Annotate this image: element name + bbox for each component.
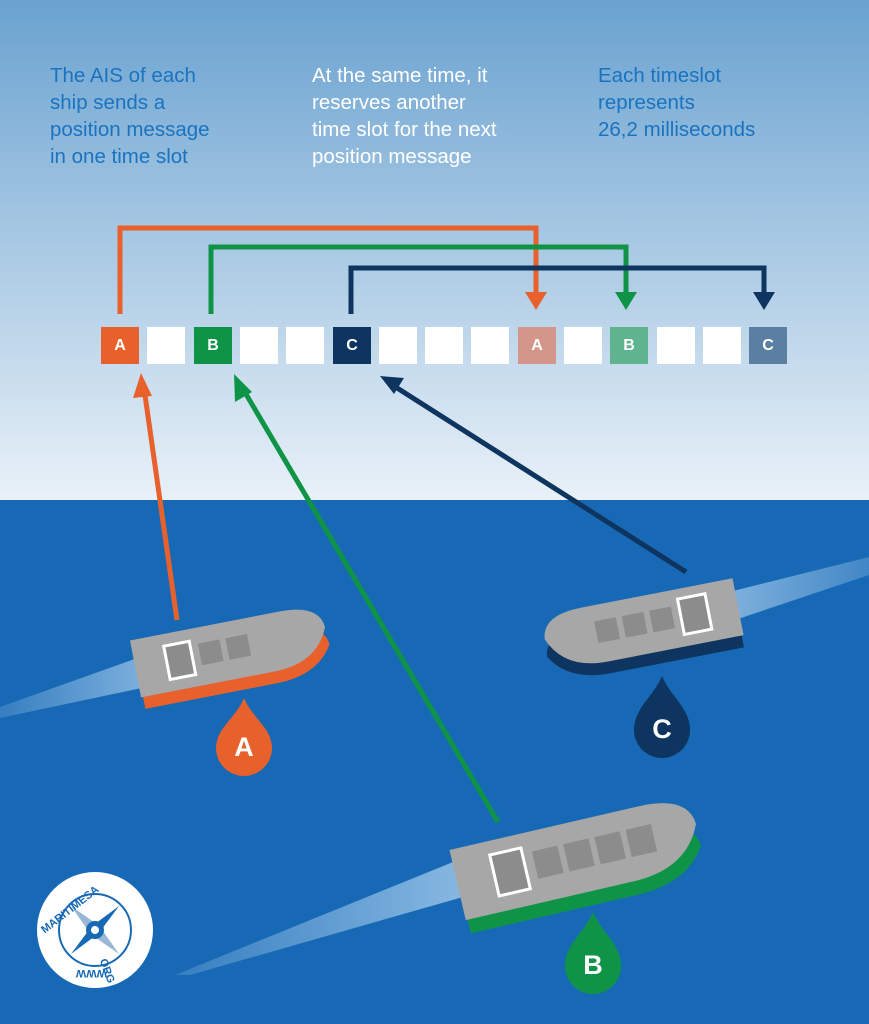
timeslot-reserved-b: B (610, 327, 648, 364)
sky-background (0, 0, 869, 500)
timeslot-free (657, 327, 695, 364)
ship-a-cabin-2 (225, 634, 252, 660)
ship-b (449, 803, 701, 934)
ship-c-bridge (675, 592, 714, 637)
timeslot-free (240, 327, 278, 364)
timeslot-sent-c: C (333, 327, 371, 364)
logo-text-bottom: WWW (75, 967, 107, 979)
ship-c-wake (705, 557, 869, 625)
timeslot-free (379, 327, 417, 364)
reservation-arrow-b (208, 244, 629, 314)
timeslot-label: C (762, 337, 774, 354)
timeslot-free (471, 327, 509, 364)
reservation-arrowhead-b (615, 292, 637, 310)
ship-a (130, 609, 330, 709)
timeslot-label: A (531, 337, 543, 354)
ship-c-cabin-2 (621, 611, 648, 638)
reservation-arrow-a (117, 225, 539, 314)
timeslot-reserved-a: A (518, 327, 556, 364)
caption-send-message: The AIS of each ship sends a position me… (50, 64, 210, 168)
ship-b-cabin-3 (594, 831, 626, 865)
ship-c-marker-label: C (652, 714, 672, 744)
transmission-arrow-b (240, 387, 501, 824)
ship-a-marker-label: A (234, 732, 254, 762)
timeslot-free (564, 327, 602, 364)
ship-b-marker-label: B (583, 950, 603, 980)
transmission-arrowhead-b (234, 374, 252, 402)
transmission-arrow-a (141, 387, 180, 621)
ship-c (544, 578, 744, 676)
ship-b-bridge (487, 846, 533, 898)
transmission-arrowhead-a (133, 373, 152, 398)
timeslot-free (425, 327, 463, 364)
reservation-arrowhead-a (525, 292, 547, 310)
ship-b-wake (175, 860, 470, 975)
ship-b-cabin-1 (531, 845, 564, 879)
ship-a-wake (0, 650, 170, 718)
timeslot-label: B (623, 337, 635, 354)
transmission-arrowhead-c (380, 376, 404, 394)
maritimesa-logo: MARITIMESA ORG WWW (37, 872, 153, 988)
ship-a-bridge (161, 639, 198, 682)
reservation-arrow-c (348, 265, 767, 314)
ship-b-marker (565, 912, 621, 994)
caption-reserve-slot: At the same time, it reserves another ti… (312, 64, 497, 168)
caption-slot-duration: Each timeslot represents 26,2 millisecon… (598, 64, 756, 141)
ship-a-cabin-1 (197, 639, 224, 666)
ship-a-marker (216, 698, 272, 776)
ship-c-cabin-3 (594, 617, 621, 644)
ship-b-cabin-2 (563, 838, 595, 872)
timeslot-free (703, 327, 741, 364)
transmission-arrow-c (392, 383, 688, 575)
timeslot-label: B (207, 337, 219, 354)
timeslot-label: C (346, 337, 358, 354)
timeslot-free (286, 327, 324, 364)
timeslot-free (147, 327, 185, 364)
timeslot-reserved-c: C (749, 327, 787, 364)
timeslot-sent-b: B (194, 327, 232, 364)
ship-c-cabin-1 (649, 606, 675, 633)
timeslot-label: A (114, 337, 126, 354)
ship-c-marker (634, 676, 690, 758)
reservation-arrowhead-c (753, 292, 775, 310)
ship-b-cabin-4 (625, 824, 658, 858)
timeslot-sent-a: A (101, 327, 139, 364)
